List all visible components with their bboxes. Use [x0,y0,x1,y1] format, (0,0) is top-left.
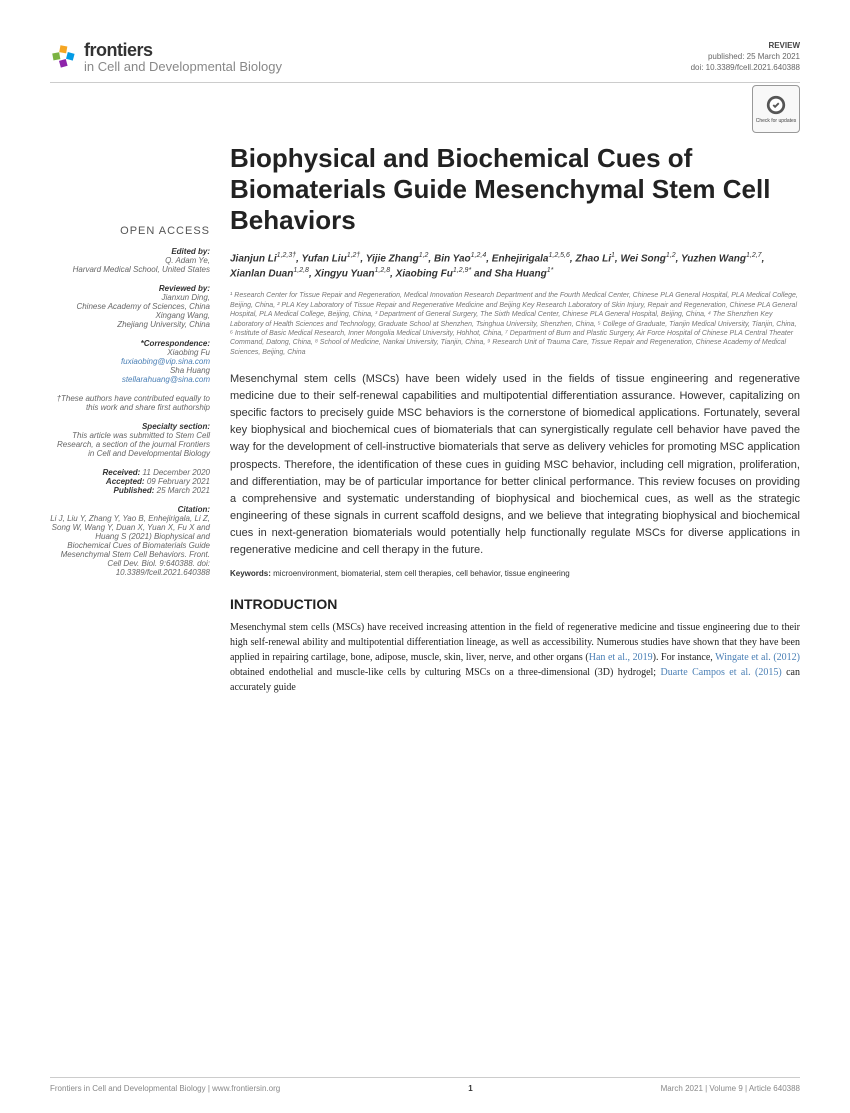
contrib-note: †These authors have contributed equally … [50,394,210,412]
check-updates-button[interactable]: Check for updates [752,85,800,133]
published-date: published: 25 March 2021 [691,51,800,62]
affiliations: ¹ Research Center for Tissue Repair and … [230,291,800,357]
published-val: 25 March 2021 [157,486,210,495]
edited-by-label: Edited by: [50,247,210,256]
intro-body: Mesenchymal stem cells (MSCs) have recei… [230,620,800,695]
journal-logo: frontiers in Cell and Developmental Biol… [50,40,282,74]
reviewer1-place: Chinese Academy of Sciences, China [50,302,210,311]
corr1-name: Xiaobing Fu [50,348,210,357]
article-type: REVIEW [691,40,800,51]
crossmark-icon [765,94,787,116]
corr2-email[interactable]: stellarahuang@sina.com [122,375,210,384]
main: OPEN ACCESS Edited by: Q. Adam Ye, Harva… [50,143,800,695]
reviewer2-name: Xingang Wang, [50,311,210,320]
corr1-email[interactable]: fuxiaobing@vip.sina.com [121,357,210,366]
correspondence-label: *Correspondence: [50,339,210,348]
citation-text: Li J, Liu Y, Zhang Y, Yao B, Enhejirigal… [50,514,210,577]
footer-left: Frontiers in Cell and Developmental Biol… [50,1084,280,1093]
editor-place: Harvard Medical School, United States [50,265,210,274]
header: frontiers in Cell and Developmental Biol… [50,40,800,83]
received-label: Received: [103,468,141,477]
footer-right: March 2021 | Volume 9 | Article 640388 [661,1084,800,1093]
sidebar: OPEN ACCESS Edited by: Q. Adam Ye, Harva… [50,143,225,695]
corr2-name: Sha Huang [50,366,210,375]
intro-heading: INTRODUCTION [230,596,800,612]
authors: Jianjun Li1,2,3†, Yufan Liu1,2†, Yijie Z… [230,251,800,282]
content: Biophysical and Biochemical Cues of Biom… [225,143,800,695]
journal-brand: frontiers [84,40,282,61]
reviewer2-place: Zhejiang University, China [50,320,210,329]
keywords: Keywords: microenvironment, biomaterial,… [230,569,800,578]
keywords-label: Keywords: [230,569,271,578]
received-val: 11 December 2020 [143,468,210,477]
journal-subtitle: in Cell and Developmental Biology [84,59,282,74]
page: frontiers in Cell and Developmental Biol… [0,0,850,1113]
open-access-label: OPEN ACCESS [50,225,210,237]
accepted-val: 09 February 2021 [147,477,210,486]
keywords-text: microenvironment, biomaterial, stem cell… [273,569,570,578]
article-title: Biophysical and Biochemical Cues of Biom… [230,143,800,237]
published-label: Published: [114,486,155,495]
page-number: 1 [468,1084,472,1093]
editor-name: Q. Adam Ye, [50,256,210,265]
footer: Frontiers in Cell and Developmental Biol… [50,1077,800,1093]
specialty-label: Specialty section: [50,422,210,431]
frontiers-icon [50,43,78,71]
citation-label: Citation: [50,505,210,514]
abstract: Mesenchymal stem cells (MSCs) have been … [230,371,800,559]
specialty-text: This article was submitted to Stem Cell … [50,431,210,458]
reviewer1-name: Jianxun Ding, [50,293,210,302]
doi: doi: 10.3389/fcell.2021.640388 [691,62,800,73]
check-label: Check for updates [756,118,797,124]
pub-info: REVIEW published: 25 March 2021 doi: 10.… [691,40,800,74]
reviewed-by-label: Reviewed by: [50,284,210,293]
accepted-label: Accepted: [106,477,145,486]
